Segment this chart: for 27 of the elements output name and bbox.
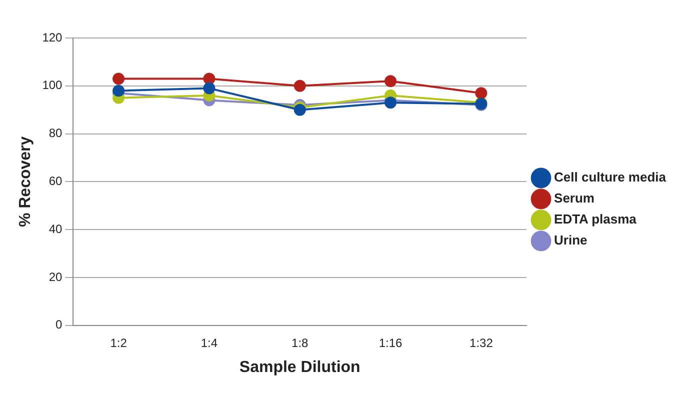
x-tick-label: 1:8 (292, 336, 309, 350)
y-tick-label: 60 (48, 174, 63, 188)
y-tick-label: 100 (42, 78, 63, 92)
x-tick-label: 1:32 (470, 336, 494, 350)
point (384, 75, 397, 88)
y-tick-label: 20 (48, 270, 63, 284)
legend-label: Cell culture media (554, 170, 667, 185)
x-tick-label: 1:4 (200, 336, 218, 350)
y-tick-label: 0 (56, 318, 63, 332)
x-tick-label: 1:16 (378, 336, 403, 350)
legend-label: Serum (554, 190, 594, 206)
point (294, 80, 306, 92)
point (475, 87, 488, 100)
point (203, 72, 216, 85)
point (112, 84, 125, 97)
point (203, 82, 216, 94)
legend-label: Urine (554, 232, 588, 248)
y-tick-label: 120 (42, 30, 63, 44)
point (294, 104, 306, 116)
y-axis-title: % Recovery (17, 136, 34, 228)
point (112, 72, 125, 85)
point (384, 96, 397, 109)
y-tick-label: 40 (48, 222, 63, 236)
x-tick-label: 1:2 (110, 336, 128, 350)
x-axis-title: Sample Dilution (239, 358, 360, 376)
legend-label: EDTA plasma (554, 212, 638, 227)
y-tick-label: 80 (48, 126, 63, 140)
